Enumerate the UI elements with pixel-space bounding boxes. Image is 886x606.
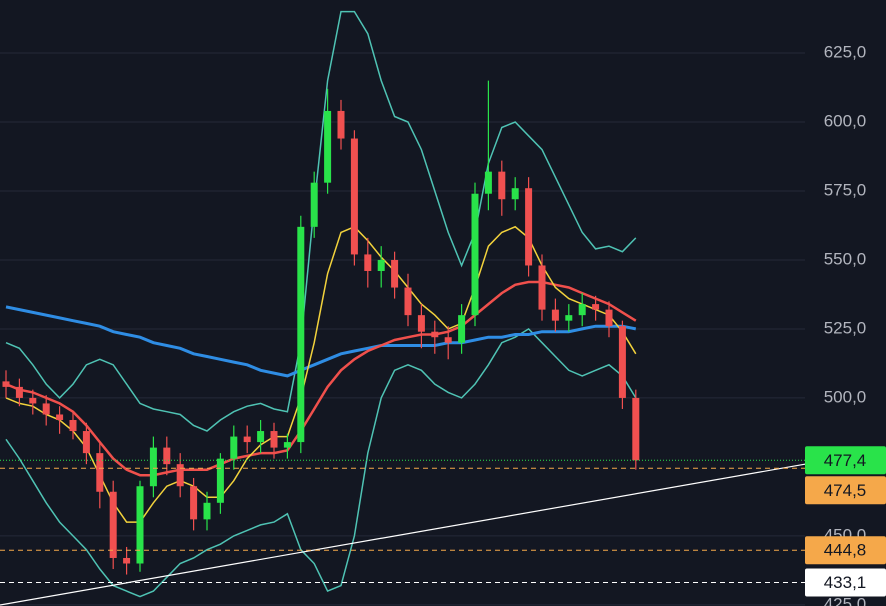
y-tick-label: 625,0 [824,42,867,61]
candle-body [203,502,211,520]
candle-body [109,491,117,558]
candle-body [632,397,640,461]
price-axis [805,0,886,606]
price-label-box [805,446,886,475]
price-label-box [805,476,886,505]
candle-body [190,486,198,520]
candle-body [257,431,265,443]
y-tick-label: 425,0 [824,594,867,606]
candle-body [605,309,613,327]
candle-body [364,254,372,271]
price-label: 444,8 [824,541,867,560]
candle-body [176,464,184,487]
candle-body [149,447,157,487]
price-label-box [805,536,886,565]
indicator-line [5,10,637,432]
price-label: 474,5 [824,481,867,500]
candle-body [216,458,224,503]
y-tick-label: 575,0 [824,180,867,199]
candle-body [297,226,305,443]
price-label-box [805,568,886,597]
candle-body [96,453,104,492]
candle-body [391,259,399,288]
price-label: 477,4 [824,451,867,470]
candle-body [592,304,600,310]
candle-body [2,381,10,387]
y-tick-label: 525,0 [824,318,867,337]
candle-body [525,188,533,266]
candle-body [230,436,238,459]
candle-body [82,431,90,454]
candle-body [377,259,385,271]
candle-body [310,182,318,227]
candle-body [324,110,332,183]
candle-body [42,403,50,415]
indicator-line [5,280,637,477]
candle-body [404,287,412,316]
y-tick-label: 500,0 [824,387,867,406]
price-label: 433,1 [824,573,867,592]
candle-body [69,420,77,432]
candle-body [511,188,519,200]
candle-body [243,436,251,443]
candle-body [618,326,626,398]
candle-body [337,110,345,139]
trend-line [0,449,886,606]
candle-body [270,431,278,448]
candle-body [431,331,439,338]
candle-body [538,265,546,310]
candle-body [56,414,64,421]
candle-body [578,304,586,316]
candle-body [15,386,23,398]
candle-body [123,557,131,564]
candle-body [444,337,452,343]
candle-body [29,397,37,404]
candle-body [136,486,144,564]
candle-body [458,315,466,343]
candle-body [417,315,425,332]
candle-body [565,315,573,321]
candle-body [163,447,171,465]
y-tick-label: 550,0 [824,249,867,268]
indicator-line [5,305,637,378]
candle-body [283,442,291,448]
candle-body [471,193,479,316]
candle-body [484,171,492,194]
candle-body [498,171,506,200]
candle-body [551,309,559,321]
y-tick-label: 600,0 [824,111,867,130]
candle-body [350,138,358,255]
